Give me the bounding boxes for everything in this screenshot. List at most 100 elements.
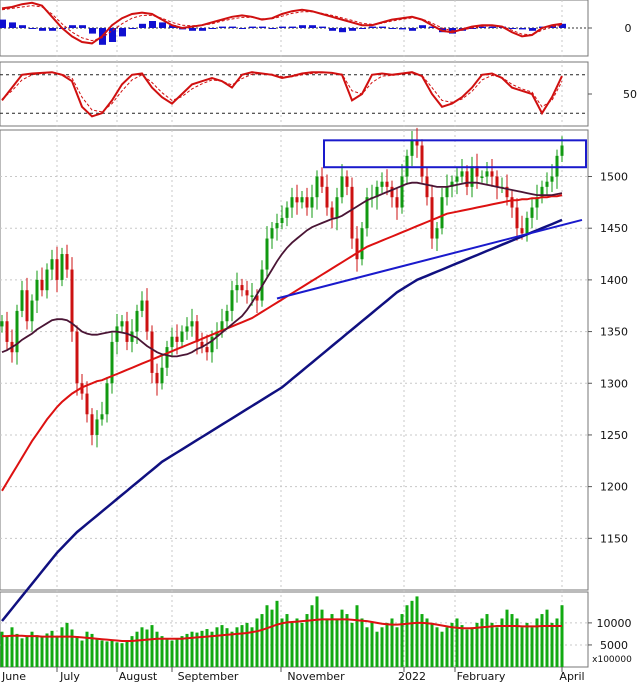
volume-bar [470,627,474,667]
candle-up [225,310,229,322]
candle-up [235,285,239,291]
volume-bar [490,622,494,667]
candle-up [230,290,234,311]
volume-bar [190,631,194,667]
candle-up [545,181,549,187]
volume-bar [290,622,294,667]
candle-down [490,171,494,177]
volume-bar [555,618,559,667]
macd-histogram-bar [149,21,156,28]
volume-bar [515,618,519,667]
volume-bar [95,638,99,667]
candle-up [220,321,224,332]
candle-up [210,336,214,353]
volume-bar [400,614,404,667]
price-y-tick-label: 1200 [600,481,628,494]
volume-bar [80,640,84,667]
candle-up [190,321,194,327]
x-tick-label: August [119,670,158,683]
macd-histogram-bar [239,28,246,29]
volume-layer [0,596,564,667]
volume-bar [525,622,529,667]
candle-down [415,140,419,146]
volume-bar [220,625,224,667]
candle-up [185,326,189,332]
volume-bar [440,631,444,667]
volume-bar [435,627,439,667]
macd-histogram-bar [299,25,306,28]
candle-down [320,176,324,187]
volume-bar [0,631,4,667]
candle-up [535,197,539,208]
volume-bar [125,640,129,667]
volume-bar [365,627,369,667]
candle-up [560,145,564,156]
volume-bar [250,627,254,667]
volume-bar [315,596,319,667]
candle-up [375,186,379,198]
volume-bar [185,633,189,667]
macd-histogram-bar [529,28,536,31]
macd-histogram-bar [309,25,316,28]
volume-bar [545,609,549,667]
macd-histogram-bar [399,28,406,30]
volume-bar [165,638,169,667]
price-layer [0,127,587,622]
volume-bar [430,622,434,667]
volume-bar [560,605,564,667]
candle-down [75,331,79,384]
x-tick-label: November [287,670,345,683]
volume-bar [20,638,24,667]
candle-up [405,155,409,177]
volume-bar [155,631,159,667]
volume-bar [350,622,354,667]
candle-down [40,279,44,291]
candle-up [315,176,319,198]
grid-layer [0,0,588,667]
candle-up [60,254,64,280]
candle-up [525,217,529,234]
candle-down [350,186,354,239]
candle-down [175,336,179,342]
macd-histogram-bar [389,28,396,29]
macd-histogram-bar [329,28,336,31]
price-y-tick-label: 1250 [600,429,628,442]
candle-down [5,321,9,342]
candle-up [160,367,164,384]
volume-bar [345,614,349,667]
candle-up [15,310,19,353]
x-tick-label: September [178,670,239,683]
candle-down [325,186,329,208]
volume-bar [390,618,394,667]
macd-histogram-bar [359,28,366,29]
volume-bar [70,629,74,667]
candle-down [430,197,434,239]
macd-histogram-bar [89,28,96,34]
candle-down [345,176,349,187]
volume-multiplier-label: x100000 [592,655,632,665]
volume-bar [210,631,214,667]
candle-up [360,228,364,260]
ma-long-line [1,218,563,622]
price-y-tick-label: 1400 [600,274,628,287]
volume-bar [405,605,409,667]
candle-down [25,290,29,322]
candle-down [65,254,69,270]
volume-y-tick-label: 5000 [600,639,628,652]
volume-bar [275,600,279,667]
volume-bar [115,642,119,667]
macd-histogram-bar [129,28,136,29]
candle-down [330,207,334,218]
macd-histogram-bar [369,26,376,28]
candle-down [295,197,299,203]
x-tick-label: 2022 [398,670,426,683]
macd-histogram-bar [289,26,296,28]
volume-y-tick-label: 10000 [597,617,632,630]
volume-bar [455,618,459,667]
volume-bar [465,629,469,667]
volume-ma-line [2,618,562,642]
macd-histogram-bar [219,26,226,28]
candle-up [275,223,279,229]
candle-up [215,331,219,337]
oscillator-line [1,71,563,118]
